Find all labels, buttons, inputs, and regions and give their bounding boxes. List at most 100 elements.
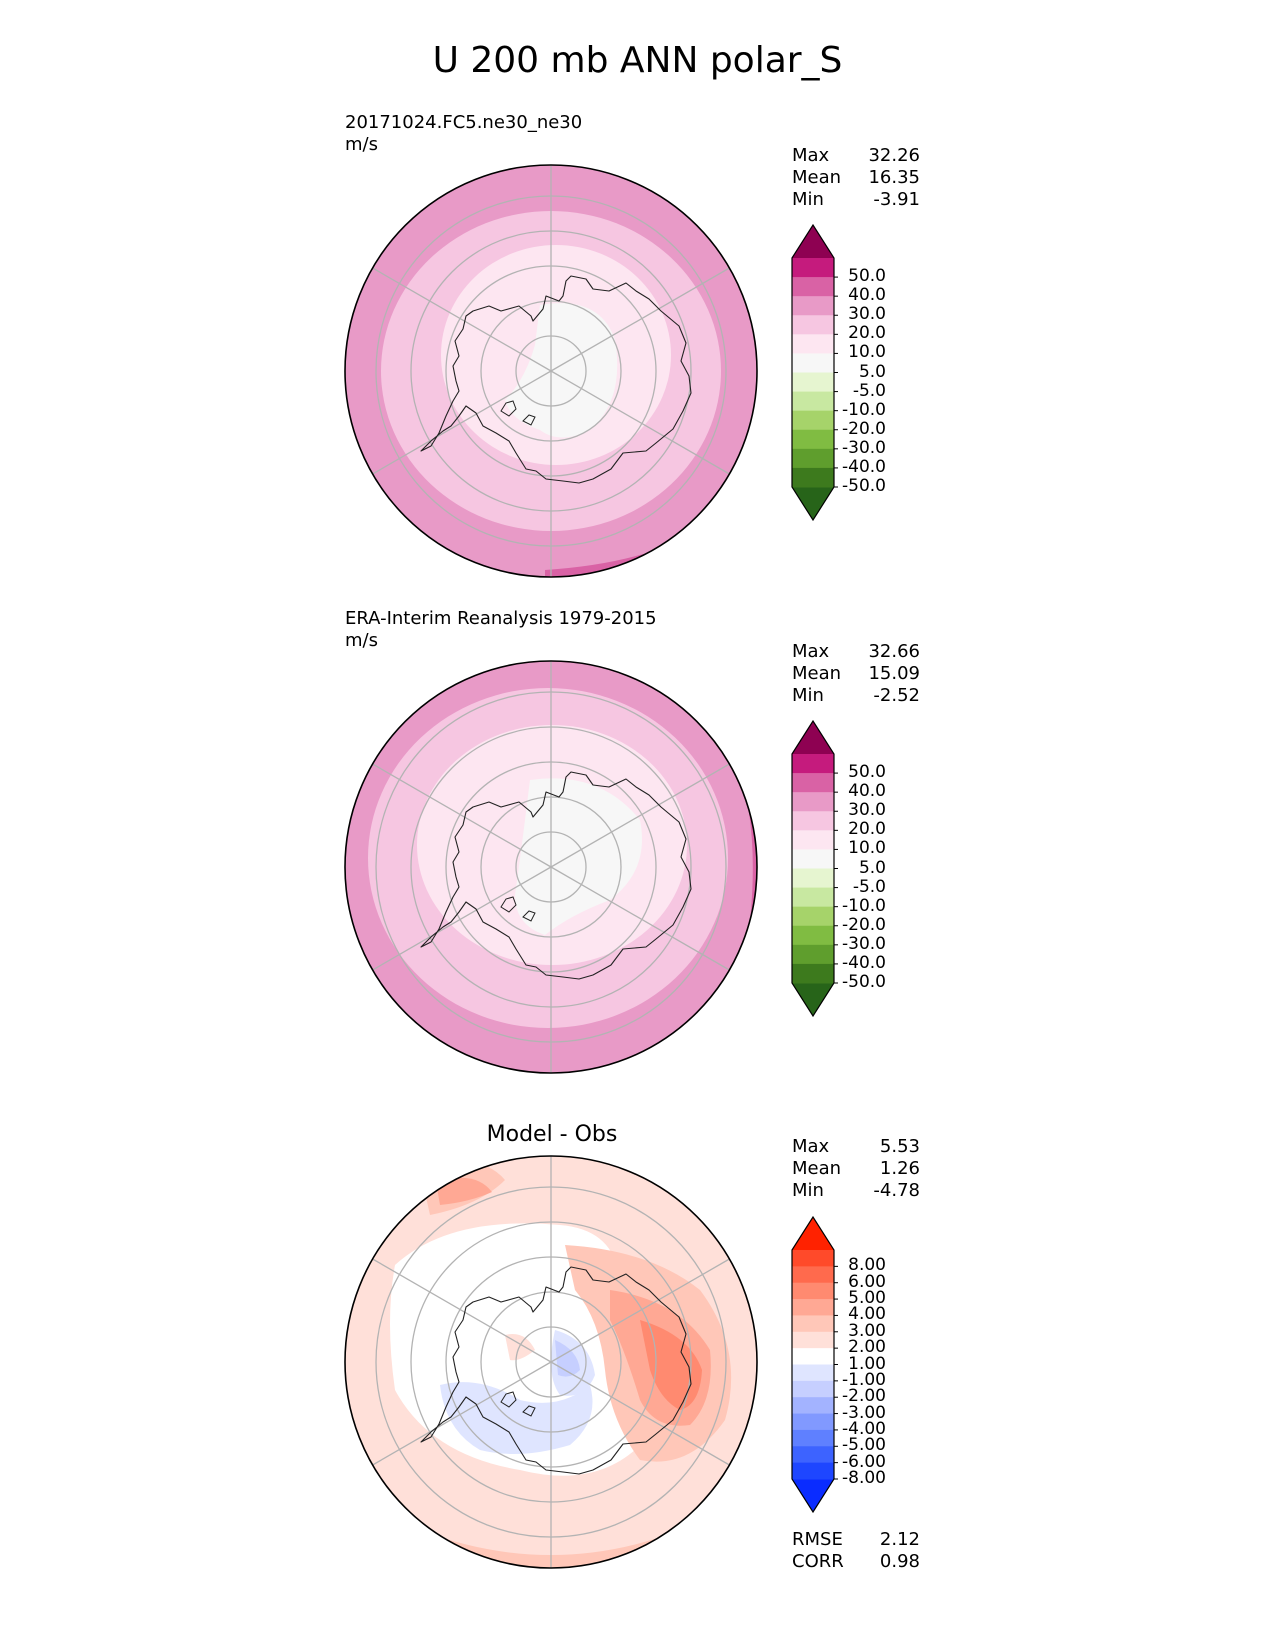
colorbar-tick-label: 30.0 xyxy=(848,800,886,821)
colorbar-tick-label: -50.0 xyxy=(842,972,886,992)
colorbar-tick-label: 20.0 xyxy=(848,323,886,344)
ice-shelf-outline xyxy=(522,1405,536,1417)
longitude-gridline xyxy=(372,1258,552,1363)
longitude-gridline xyxy=(372,866,552,971)
colorbar-segment xyxy=(792,315,834,335)
test-units: m/s xyxy=(345,134,378,155)
test-colorbar xyxy=(791,223,838,522)
colorbar-tick-label: -4.00 xyxy=(842,1418,886,1439)
colorbar-extend-max xyxy=(792,225,834,258)
ref-max: 32.66 xyxy=(868,641,920,662)
map-fill-band xyxy=(436,1177,492,1205)
ice-shelf-outline xyxy=(522,910,536,922)
map-fill-band xyxy=(515,778,642,935)
figure-title: U 200 mb ANN polar_S xyxy=(432,40,843,81)
colorbar-segment xyxy=(792,1266,834,1284)
test-model-name: 20171024.FC5.ne30_ne30 xyxy=(345,112,583,133)
longitude-gridline xyxy=(550,866,730,971)
colorbar-tick-label: -10.0 xyxy=(842,895,886,916)
map-fill-band xyxy=(505,1334,535,1361)
longitude-gridline xyxy=(550,1258,730,1363)
colorbar-segment xyxy=(792,1446,834,1464)
colorbar-segment xyxy=(792,925,834,946)
colorbar-tick-label: -40.0 xyxy=(842,456,886,477)
ref-stats: Max 32.66 Mean 15.09 Min -2.52 xyxy=(792,641,920,707)
ice-shelf-outline xyxy=(500,896,517,913)
map-fill-band xyxy=(505,303,618,438)
colorbar-tick-label: 6.00 xyxy=(848,1271,886,1292)
colorbar-tick-label: 40.0 xyxy=(848,285,886,306)
colorbar-segment xyxy=(792,448,834,469)
ice-shelf-outline xyxy=(500,400,517,417)
colorbar-tick-label: 2.00 xyxy=(848,1337,886,1358)
colorbar-segment xyxy=(792,1282,834,1300)
map-overlay xyxy=(344,1155,758,1569)
colorbar-segment xyxy=(792,1299,834,1316)
colorbar-segment xyxy=(792,429,834,450)
colorbar-tick-label: 4.00 xyxy=(848,1304,886,1325)
longitude-gridline xyxy=(372,1361,552,1466)
ref-model-name: ERA-Interim Reanalysis 1979-2015 xyxy=(345,608,657,629)
ice-shelf-outline xyxy=(522,414,536,426)
longitude-gridline xyxy=(550,1361,730,1466)
colorbar-segment xyxy=(792,1462,834,1480)
metric-label: RMSE xyxy=(792,1529,843,1550)
colorbar-tick-label: -5.0 xyxy=(852,380,886,401)
colorbar-segment xyxy=(792,887,834,908)
ref-units: m/s xyxy=(345,630,378,651)
colorbar-segment xyxy=(792,1413,834,1431)
colorbar-tick-label: 10.0 xyxy=(848,342,886,363)
diff-metrics: RMSE 2.12 CORR 0.98 xyxy=(792,1529,920,1573)
diff-mean: 1.26 xyxy=(879,1158,920,1179)
longitude-gridline xyxy=(372,763,552,868)
colorbar-segment xyxy=(792,963,834,984)
diff-min: -4.78 xyxy=(873,1180,920,1201)
colorbar-segment xyxy=(792,1397,834,1415)
map-boundary xyxy=(344,1155,758,1569)
colorbar-extend-max xyxy=(792,1217,834,1250)
diff-corr: 0.98 xyxy=(879,1551,920,1572)
colorbar-segment xyxy=(792,1380,834,1398)
stat-label: Mean xyxy=(792,1158,842,1179)
colorbar-tick-label: -8.00 xyxy=(842,1468,886,1488)
colorbar-segment xyxy=(792,754,834,774)
colorbar-tick-label: -20.0 xyxy=(842,418,886,439)
longitude-gridline xyxy=(372,370,552,475)
stat-label: Max xyxy=(792,641,830,662)
diff-rmse: 2.12 xyxy=(879,1529,920,1550)
colorbar-tick-label: 50.0 xyxy=(848,762,886,783)
test-min: -3.91 xyxy=(873,189,920,210)
colorbar-segment xyxy=(792,410,834,431)
colorbar-segment xyxy=(792,258,834,278)
metric-label: CORR xyxy=(792,1551,844,1572)
ice-shelf-outline xyxy=(500,1391,517,1408)
colorbar-tick-label: 8.00 xyxy=(848,1255,886,1276)
colorbar-segment xyxy=(792,1315,834,1333)
colorbar-tick-label: 30.0 xyxy=(848,304,886,325)
colorbar-tick-label: 5.0 xyxy=(858,857,886,878)
colorbar-tick-label: -40.0 xyxy=(842,952,886,973)
map-overlay xyxy=(344,660,758,1074)
colorbar-tick-label: -30.0 xyxy=(842,437,886,458)
colorbar-tick-label: -5.00 xyxy=(842,1435,886,1456)
test-panel-title: 20171024.FC5.ne30_ne30 m/s xyxy=(345,112,582,156)
colorbar-extend-min xyxy=(792,1479,834,1512)
colorbar-segment xyxy=(792,334,834,354)
colorbar-tick-label: -2.00 xyxy=(842,1386,886,1407)
colorbar-segment xyxy=(792,1429,834,1447)
colorbar-tick-label: 20.0 xyxy=(848,819,886,840)
longitude-gridline xyxy=(550,370,730,475)
colorbar-segment xyxy=(792,830,834,850)
ref-colorbar xyxy=(791,719,838,1018)
antarctica-coastline xyxy=(420,275,692,484)
colorbar-segment xyxy=(792,353,834,373)
antarctica-coastline xyxy=(420,771,692,980)
colorbar-segment xyxy=(792,277,834,297)
colorbar-tick-label: -50.0 xyxy=(842,476,886,496)
colorbar-tick-label: -10.0 xyxy=(842,399,886,420)
colorbar-tick-label: -1.00 xyxy=(842,1369,886,1390)
map-fill-band xyxy=(640,1320,702,1410)
longitude-gridline xyxy=(372,267,552,372)
colorbar-segment xyxy=(792,811,834,831)
